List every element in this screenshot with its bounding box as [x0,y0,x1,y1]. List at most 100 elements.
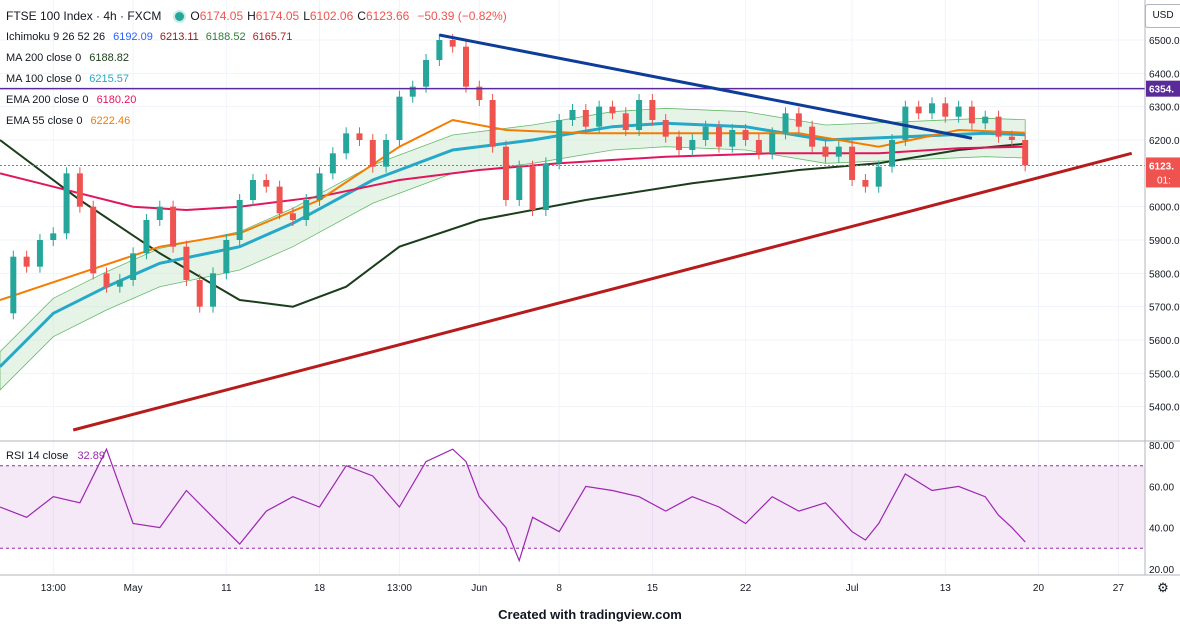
candle-body [489,100,496,147]
candle-body [835,146,842,157]
indicator-row[interactable]: EMA 200 close 0 6180.20 [6,92,143,108]
price-tick-label: 5400.00 [1149,403,1180,414]
candle-body [769,133,776,154]
candle-body [729,130,736,147]
currency-selector[interactable]: USD [1145,4,1180,28]
ohlc-value-H: 6174.05 [255,9,300,23]
time-tick-label: 20 [1033,583,1045,594]
price-line [10,34,1029,320]
series-line-ema-200 [0,145,1026,212]
candle-body [582,110,589,127]
ohlc-key-O: O [190,9,200,23]
trendlines [0,33,1145,432]
candle-body [822,146,829,157]
rsi-value: 32.89 [77,450,105,462]
candle-body [1008,136,1015,140]
change-value: −50.39 (−0.82%) [417,9,507,23]
indicator-row[interactable]: MA 200 close 0 6188.82 [6,50,136,66]
price-tick-label: 5500.00 [1149,369,1180,380]
indicator-name: Ichimoku 9 26 52 26 [6,31,106,43]
candle-body [249,180,256,200]
indicator-name: EMA 55 close 0 [6,115,83,127]
footer-credit: Created with tradingview.com [498,607,682,622]
candle-body [596,106,603,127]
hline-price-tag-label: 6354. [1149,85,1174,96]
candle-body [329,153,336,174]
time-tick-label: 11 [221,583,232,594]
ohlc-key-C: C [357,9,366,23]
candle-body [529,166,536,210]
candle-body [303,200,310,220]
indicator-value: 6222.46 [90,115,131,127]
rsi-tick-label: 40.00 [1149,524,1174,535]
time-tick-label: 13:00 [387,583,412,594]
candle-body [170,206,177,247]
candle-body [542,163,549,210]
time-tick-label: 18 [314,583,326,594]
hline-price-tag [1146,80,1180,97]
rsi-line [0,447,1026,563]
candle-body [862,180,869,187]
candle-body [995,116,1002,137]
candle-body [383,140,390,167]
candle-body [263,180,270,187]
candle-body [755,140,762,154]
time-tick-label: 15 [647,583,659,594]
candle-body [116,280,123,287]
price-tick-label: 6200.00 [1149,136,1180,147]
rsi-name[interactable]: RSI 14 close [6,450,69,462]
price-tick-label: 6500.00 [1149,36,1180,47]
time-tick-label: Jun [471,583,487,594]
candle-body [689,140,696,150]
candle-body [143,220,150,254]
candle-body [902,106,909,140]
candle-body [436,40,443,60]
time-tick-label: May [124,583,143,594]
candle-body [782,113,789,134]
indicator-value: 6213.11 [159,31,199,43]
candle-body [396,96,403,140]
candle-body [196,280,203,307]
bar-countdown-label: 01: [1157,175,1171,186]
market-status-icon [173,9,187,23]
candle-body [316,173,323,200]
indicator-row[interactable]: Ichimoku 9 26 52 26 6192.09 6213.11 6188.52… [6,29,299,45]
time-tick-label: 13 [940,583,952,594]
candle-body [676,136,683,150]
candle-body [236,200,243,240]
indicator-row[interactable]: MA 100 close 0 6215.57 [6,71,136,87]
candle-body [556,120,563,164]
symbol-label[interactable]: FTSE 100 Index · 4h · FXCM [6,9,162,23]
candle-body [889,140,896,167]
rsi-band [0,465,1145,549]
indicator-row[interactable]: EMA 55 close 0 6222.46 [6,113,137,129]
candle-body [90,206,97,274]
candle-body [809,126,816,147]
ohlc-value-L: 6102.06 [309,9,354,23]
indicator-value: 6192.09 [113,31,153,43]
time-tick-label: 22 [740,583,752,594]
price-tick-label: 6000.00 [1149,203,1180,214]
ohlc-values: O6174.05 H6174.05 L6102.06 C6123.66 [190,9,413,23]
candle-body [516,166,523,200]
candle-body [955,106,962,117]
trendline-ascending [72,151,1133,432]
candle-body [502,146,509,200]
candle-body [369,140,376,167]
candle-body [76,173,83,207]
gear-icon[interactable]: ⚙ [1157,580,1169,595]
candle-body [1022,140,1029,166]
candle-body [130,253,137,280]
price-tick-label: 5600.00 [1149,336,1180,347]
candle-body [715,126,722,147]
rsi-tick-label: 20.00 [1149,565,1174,576]
indicator-value: 6180.20 [96,94,137,106]
ohlc-value-O: 6174.05 [199,9,244,23]
time-tick-label: 13:00 [41,583,66,594]
grid-lines [0,0,1145,575]
candle-body [649,100,656,120]
candle-body [702,126,709,140]
price-tick-label: 5800.00 [1149,269,1180,280]
candle-body [875,166,882,187]
